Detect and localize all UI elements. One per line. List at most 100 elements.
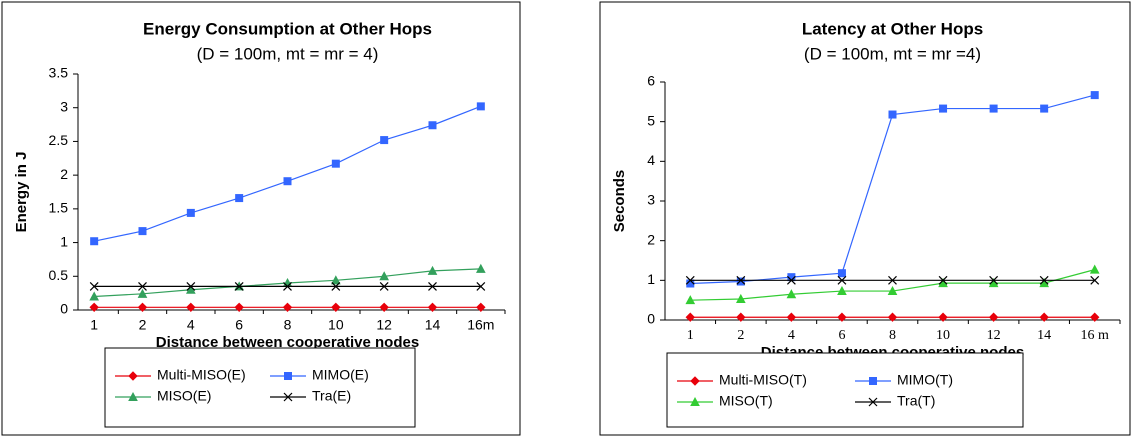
legend-label: Tra(T) bbox=[897, 393, 935, 409]
x-tick-label: 6 bbox=[838, 328, 845, 343]
marker-stroke bbox=[989, 275, 999, 285]
marker-x bbox=[989, 275, 999, 285]
marker-triangle bbox=[331, 275, 341, 285]
marker-diamond bbox=[1039, 312, 1049, 322]
y-tick-label: 3.5 bbox=[49, 65, 69, 81]
x-tick-label: 14 bbox=[425, 317, 441, 333]
marker-square bbox=[869, 377, 877, 385]
legend-frame bbox=[104, 347, 416, 428]
marker-x bbox=[186, 281, 196, 291]
marker-stroke bbox=[89, 281, 99, 291]
marker-diamond bbox=[837, 312, 847, 322]
legend-label: MISO(T) bbox=[719, 393, 773, 409]
marker-x bbox=[331, 281, 341, 291]
x-tick-label: 12 bbox=[987, 328, 1001, 343]
marker-square bbox=[939, 104, 948, 113]
marker-square bbox=[837, 269, 846, 278]
marker-diamond bbox=[137, 302, 148, 313]
marker-x bbox=[786, 275, 796, 285]
marker-diamond bbox=[685, 312, 695, 322]
y-tick-label: 2 bbox=[60, 166, 68, 182]
marker-stroke bbox=[476, 281, 486, 291]
marker-square bbox=[888, 110, 897, 119]
marker-square bbox=[476, 102, 485, 111]
marker-diamond bbox=[234, 302, 244, 313]
y-tick-label: 5 bbox=[647, 112, 655, 128]
marker-square bbox=[331, 159, 340, 168]
marker-stroke bbox=[379, 281, 389, 291]
marker-x bbox=[938, 275, 948, 285]
x-tick-label: 16m bbox=[467, 317, 494, 333]
marker-stroke bbox=[685, 275, 695, 285]
y-tick-label: 2.5 bbox=[49, 132, 69, 148]
marker-stroke bbox=[234, 281, 244, 291]
marker-stroke bbox=[888, 275, 897, 285]
marker-stroke bbox=[786, 275, 796, 285]
marker-triangle bbox=[379, 271, 389, 281]
marker-triangle bbox=[137, 288, 148, 298]
chart: Energy Consumption at Other Hops (D = 100… bbox=[1, 1, 521, 436]
marker-diamond bbox=[988, 312, 999, 322]
marker-square bbox=[186, 208, 195, 217]
marker-triangle bbox=[427, 265, 438, 275]
y-tick-label: 3 bbox=[647, 192, 655, 208]
marker-x bbox=[1039, 275, 1049, 285]
y-axis-label: Seconds bbox=[611, 170, 628, 233]
marker-diamond bbox=[379, 302, 389, 313]
legend-label: Tra(E) bbox=[312, 388, 351, 404]
marker-diamond bbox=[736, 312, 746, 322]
chart-title: Energy Consumption at Other Hops bbox=[143, 19, 432, 38]
y-tick-label: 0 bbox=[647, 311, 655, 327]
legend-label: MIMO(T) bbox=[897, 372, 953, 388]
marker-stroke bbox=[938, 275, 948, 285]
x-tick-label: 4 bbox=[187, 317, 195, 333]
y-tick-label: 3 bbox=[60, 98, 68, 114]
chart-subtitle: (D = 100m, mt = mr = 4) bbox=[197, 44, 379, 63]
x-tick-label: 14 bbox=[1037, 328, 1051, 343]
marker-x bbox=[868, 397, 878, 407]
marker-stroke bbox=[331, 281, 341, 291]
marker-triangle bbox=[887, 285, 898, 296]
y-tick-label: 4 bbox=[647, 152, 655, 168]
marker-square bbox=[1040, 104, 1049, 113]
marker-diamond bbox=[1090, 312, 1100, 322]
marker-x bbox=[837, 275, 847, 285]
marker-triangle bbox=[128, 391, 138, 401]
x-tick-label: 12 bbox=[376, 317, 392, 333]
marker-square bbox=[284, 372, 292, 380]
marker-x bbox=[89, 281, 99, 291]
marker-stroke bbox=[837, 275, 847, 285]
marker-stroke bbox=[736, 275, 746, 285]
marker-diamond bbox=[186, 302, 196, 313]
x-tick-label: 2 bbox=[139, 317, 147, 333]
x-tick-label: 6 bbox=[235, 317, 243, 333]
marker-stroke bbox=[186, 281, 196, 291]
legend-label: Multi-MISO(E) bbox=[157, 367, 246, 383]
legend-label: MIMO(E) bbox=[312, 367, 369, 383]
x-axis-label: Distance between cooperative nodes bbox=[156, 334, 419, 351]
x-tick-label: 1 bbox=[90, 317, 98, 333]
marker-stroke bbox=[283, 392, 293, 402]
marker-diamond bbox=[282, 302, 293, 313]
marker-x bbox=[283, 392, 293, 402]
x-tick-label: 1 bbox=[687, 328, 694, 343]
marker-square bbox=[138, 227, 147, 236]
chart-title: Latency at Other Hops bbox=[802, 19, 983, 38]
x-tick-label: 16 m bbox=[1081, 328, 1110, 343]
marker-triangle bbox=[735, 293, 746, 303]
x-tick-label: 10 bbox=[936, 328, 950, 343]
x-tick-label: 8 bbox=[284, 317, 292, 333]
marker-diamond bbox=[938, 312, 948, 322]
marker-diamond bbox=[887, 312, 898, 322]
marker-triangle bbox=[786, 289, 797, 299]
marker-diamond bbox=[427, 302, 438, 313]
marker-x bbox=[379, 281, 389, 291]
marker-x bbox=[138, 281, 147, 291]
marker-square bbox=[235, 194, 244, 203]
x-tick-label: 10 bbox=[328, 317, 344, 333]
chart-subtitle: (D = 100m, mt = mr =4) bbox=[804, 44, 981, 63]
marker-stroke bbox=[428, 281, 437, 291]
marker-square bbox=[1090, 91, 1099, 100]
